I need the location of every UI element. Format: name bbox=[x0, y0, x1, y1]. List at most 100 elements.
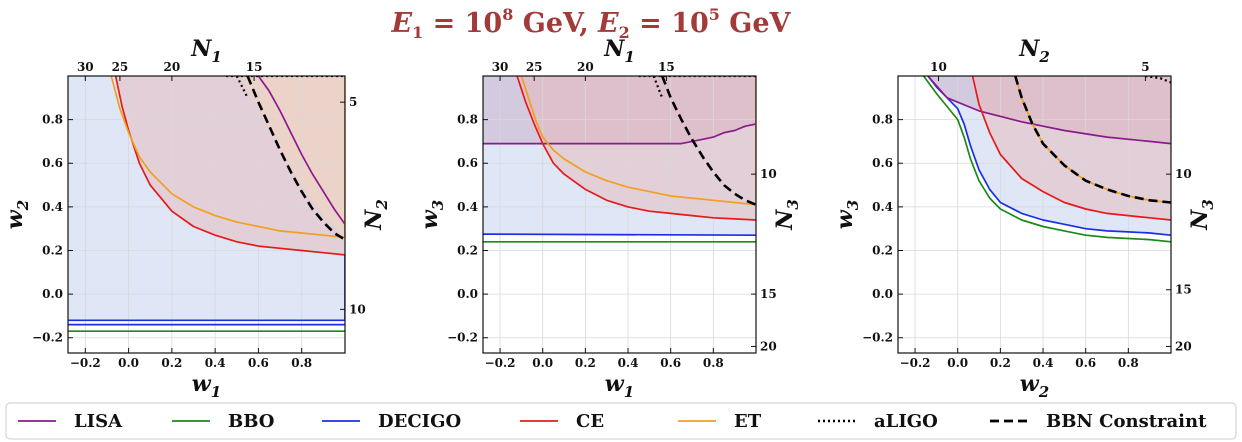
right-axis-label: N3 bbox=[1187, 199, 1217, 231]
legend-item-bbo: BBO bbox=[172, 411, 274, 432]
shaded-region-1 bbox=[68, 76, 345, 321]
subplots: −0.2 0.0 0.2 0.4 0.6 0.8−0.20.00.20.40.60.830… bbox=[2, 36, 1217, 401]
top-tick-label: 15 bbox=[658, 60, 675, 74]
x-tick-label: 0.6 bbox=[660, 356, 681, 370]
plot-frame bbox=[482, 75, 757, 354]
title-u1: GeV, bbox=[513, 8, 598, 39]
plot-content bbox=[68, 76, 345, 353]
top-tick-label: 15 bbox=[246, 60, 263, 74]
legend-label-lisa: LISA bbox=[74, 411, 123, 432]
x-axis-label-sub: 1 bbox=[624, 383, 634, 401]
top-axis-label-sub: 1 bbox=[624, 48, 634, 66]
right-tick-label: 10 bbox=[1175, 167, 1192, 181]
right-tick-label: 5 bbox=[349, 95, 357, 109]
title-e1-sub: 1 bbox=[412, 23, 423, 42]
title-exp1: 8 bbox=[502, 5, 513, 24]
title-e1: E bbox=[390, 8, 412, 39]
top-axis-label: N1 bbox=[190, 36, 222, 66]
y-axis-label-main: w bbox=[832, 209, 858, 229]
x-tick-label: 0.2 bbox=[990, 356, 1011, 370]
right-tick-label: 20 bbox=[1175, 339, 1192, 353]
top-axis-label-main: N bbox=[190, 36, 212, 62]
x-axis-label-sub: 1 bbox=[211, 383, 221, 401]
y-axis-label-main: w bbox=[417, 209, 443, 229]
y-tick-label: −0.2 bbox=[32, 331, 63, 345]
plot-area bbox=[483, 76, 756, 353]
top-tick-label: 20 bbox=[164, 60, 181, 74]
y-tick-label: 0.0 bbox=[457, 287, 478, 301]
legend-item-decigo: DECIGO bbox=[322, 411, 461, 432]
right-axis-label-main: N bbox=[772, 209, 798, 231]
figure-title: E1 = 108 GeV, E2 = 105 GeV bbox=[390, 5, 791, 42]
x-axis-label: w1 bbox=[605, 371, 634, 401]
shaded-region-2 bbox=[483, 76, 756, 144]
x-tick-label: 0.8 bbox=[291, 356, 312, 370]
right-axis-label-sub: 3 bbox=[784, 199, 802, 209]
title-e2: E bbox=[597, 8, 619, 39]
top-axis-label-sub: 1 bbox=[211, 48, 221, 66]
top-tick-label: 25 bbox=[526, 60, 543, 74]
y-tick-label: 0.4 bbox=[457, 200, 478, 214]
x-tick-label: 0.4 bbox=[618, 356, 639, 370]
y-tick-label: 0.6 bbox=[872, 156, 893, 170]
y-axis-label-sub: 3 bbox=[429, 200, 447, 210]
title-eq2: = 10 bbox=[630, 8, 709, 39]
legend-box bbox=[5, 402, 1237, 440]
subplot-3: −0.2 0.0 0.2 0.4 0.6 0.8 −0.2 0.0 0.2 0.4 0.6 0.8 10… bbox=[832, 36, 1217, 401]
plot-frame bbox=[897, 75, 1172, 354]
legend-item-ce: CE bbox=[520, 411, 604, 432]
series-bbn-constraint-line bbox=[660, 76, 756, 206]
legend: LISA BBO DECIGO CE ET aLIGO BBN Constraint bbox=[5, 402, 1237, 440]
legend-label-et: ET bbox=[734, 411, 762, 432]
x-tick-label: 0.6 bbox=[248, 356, 269, 370]
series-decigo-line bbox=[483, 233, 756, 237]
y-tick-label: 0.0 bbox=[42, 287, 63, 301]
series-aligo-line bbox=[235, 76, 249, 99]
legend-label-aligo: aLIGO bbox=[874, 411, 938, 432]
x-tick-label: 0.2 bbox=[161, 356, 182, 370]
y-tick-label: 0.6 bbox=[42, 156, 63, 170]
series-bbn-constraint-line bbox=[246, 76, 345, 241]
x-axis-label-main: w bbox=[605, 371, 625, 397]
series-bbo-line bbox=[922, 76, 1171, 243]
x-tick-label: 0.8 bbox=[1118, 356, 1139, 370]
legend-label-ce: CE bbox=[576, 411, 604, 432]
series-aligo-line bbox=[1145, 76, 1171, 84]
plot-content bbox=[898, 76, 1171, 353]
series-lisa-line bbox=[927, 76, 1171, 145]
top-tick-label: 20 bbox=[577, 60, 594, 74]
legend-item-bbn: BBN Constraint bbox=[990, 411, 1207, 432]
y-axis-label: w3 bbox=[832, 200, 862, 229]
top-tick-label: 30 bbox=[77, 60, 94, 74]
right-axis-label-sub: 2 bbox=[373, 199, 391, 210]
right-tick-label: 10 bbox=[760, 167, 777, 181]
series-ce-line bbox=[516, 76, 756, 221]
series-lisa-line bbox=[483, 123, 756, 145]
x-tick-label: −0.2 bbox=[70, 356, 101, 370]
series-decigo-line bbox=[68, 254, 345, 322]
x-axis-label-main: w bbox=[192, 371, 212, 397]
top-axis-label-main: N bbox=[603, 36, 625, 62]
shaded-region-1 bbox=[483, 76, 756, 236]
title-eq1: = 10 bbox=[423, 8, 502, 39]
series-bbn-constraint-line bbox=[1014, 76, 1171, 204]
y-tick-label: 0.0 bbox=[872, 287, 893, 301]
top-axis-label: N2 bbox=[1018, 36, 1050, 66]
series-et-line bbox=[520, 76, 756, 206]
top-tick-label: 25 bbox=[112, 60, 129, 74]
x-tick-label: −0.2 bbox=[485, 356, 516, 370]
series-aligo-line bbox=[652, 76, 664, 99]
legend-item-aligo: aLIGO bbox=[818, 411, 938, 432]
series-et-line bbox=[110, 76, 345, 239]
subplot-2: −0.2 0.0 0.2 0.4 0.6 0.8 −0.2 0.0 0.2 0.4 0.6 0.8 30… bbox=[417, 36, 802, 401]
x-tick-label: 0.4 bbox=[1033, 356, 1054, 370]
right-axis-label: N2 bbox=[361, 199, 391, 231]
x-tick-label: 0.6 bbox=[1075, 356, 1096, 370]
y-axis-label-main: w bbox=[2, 209, 28, 229]
legend-item-et: ET bbox=[678, 411, 762, 432]
x-tick-label: 0.0 bbox=[532, 356, 553, 370]
subplot-1: −0.2 0.0 0.2 0.4 0.6 0.8 −0.2 0.0 0.2 0.4 0.6 0.8 30… bbox=[2, 36, 391, 401]
right-tick-label: 15 bbox=[760, 287, 777, 301]
title-u2: GeV bbox=[720, 8, 792, 39]
